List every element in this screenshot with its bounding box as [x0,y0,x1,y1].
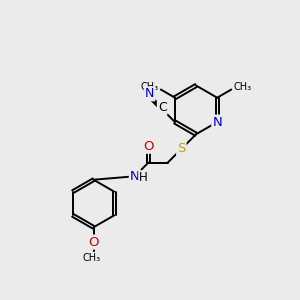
Text: C: C [158,101,167,114]
Text: N: N [130,170,140,183]
Text: CH₃: CH₃ [140,82,158,92]
Text: O: O [88,236,99,249]
Text: CH₃: CH₃ [234,82,252,92]
Text: N: N [145,87,154,101]
Text: H: H [139,171,148,184]
Text: CH₃: CH₃ [83,253,101,262]
Text: S: S [177,142,185,155]
Text: N: N [212,116,222,129]
Text: O: O [143,140,154,153]
